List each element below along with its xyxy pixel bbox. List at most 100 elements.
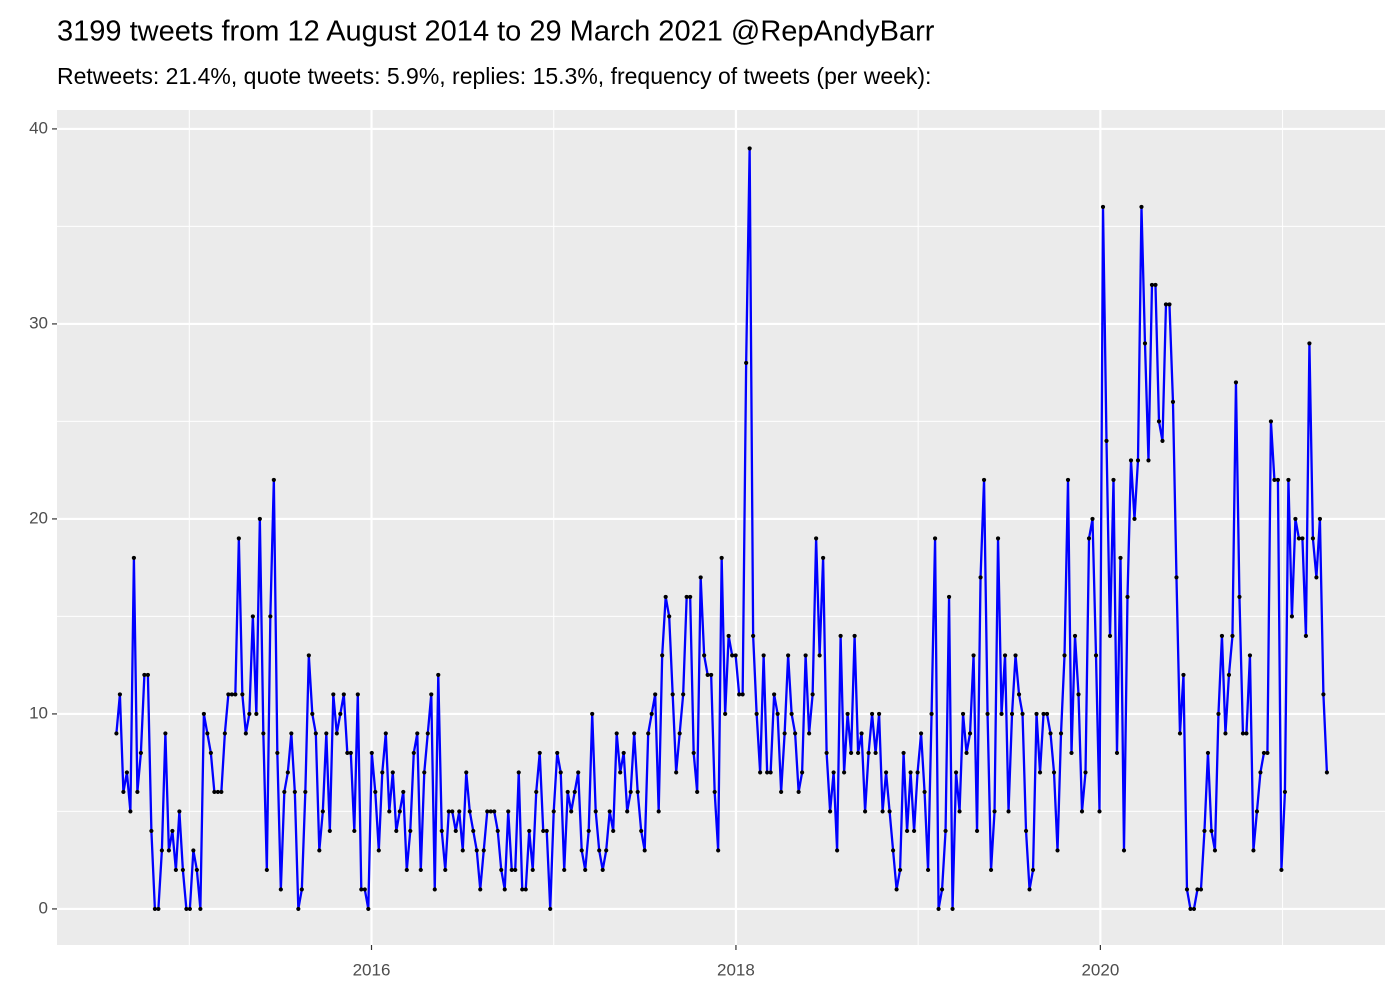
data-point bbox=[698, 575, 703, 580]
data-point bbox=[163, 731, 168, 736]
data-point bbox=[586, 828, 591, 834]
data-point bbox=[740, 692, 745, 697]
data-point bbox=[1321, 692, 1326, 697]
data-point bbox=[502, 887, 507, 892]
data-point bbox=[355, 692, 360, 697]
data-point bbox=[1013, 653, 1018, 658]
data-point bbox=[831, 770, 836, 775]
data-point bbox=[219, 789, 224, 795]
data-point bbox=[492, 809, 497, 814]
data-point bbox=[946, 594, 952, 600]
data-point bbox=[751, 633, 756, 639]
data-point bbox=[852, 633, 857, 639]
data-point bbox=[936, 906, 941, 912]
data-point bbox=[156, 906, 161, 912]
data-point bbox=[695, 789, 700, 795]
data-point bbox=[135, 789, 140, 795]
data-point bbox=[1069, 750, 1074, 756]
data-point bbox=[876, 711, 882, 717]
data-point bbox=[537, 750, 542, 756]
data-point bbox=[1251, 848, 1256, 853]
data-point bbox=[1226, 672, 1232, 678]
data-point bbox=[457, 809, 462, 814]
data-point bbox=[925, 867, 931, 873]
data-point bbox=[600, 867, 605, 873]
data-point bbox=[555, 750, 560, 756]
data-point bbox=[828, 809, 833, 814]
data-point bbox=[992, 809, 997, 814]
data-point bbox=[1016, 692, 1022, 697]
data-point bbox=[208, 750, 213, 756]
data-point bbox=[772, 692, 777, 697]
data-point bbox=[1268, 419, 1274, 424]
data-point bbox=[1279, 867, 1284, 873]
data-point bbox=[1205, 750, 1211, 756]
data-point bbox=[222, 731, 227, 736]
data-point bbox=[439, 828, 444, 834]
data-point bbox=[1275, 477, 1281, 483]
data-point bbox=[1128, 458, 1134, 463]
data-point bbox=[953, 770, 959, 775]
data-point bbox=[1044, 711, 1050, 717]
data-point bbox=[338, 711, 343, 717]
data-point bbox=[569, 809, 574, 814]
data-point bbox=[782, 731, 787, 736]
data-point bbox=[1167, 302, 1172, 307]
data-point bbox=[866, 750, 871, 756]
data-point bbox=[1118, 555, 1123, 561]
data-point bbox=[625, 809, 630, 814]
data-point bbox=[821, 555, 826, 561]
data-point bbox=[803, 653, 808, 658]
data-point bbox=[240, 692, 245, 697]
data-point bbox=[737, 692, 742, 697]
data-point bbox=[960, 711, 966, 717]
data-point bbox=[869, 711, 875, 717]
data-point bbox=[404, 867, 409, 873]
data-point bbox=[656, 809, 661, 814]
data-point bbox=[509, 867, 514, 873]
data-point bbox=[981, 477, 987, 483]
data-point bbox=[429, 692, 434, 697]
data-point bbox=[1289, 614, 1295, 619]
data-point bbox=[170, 828, 175, 834]
data-point bbox=[775, 711, 780, 717]
data-point bbox=[1055, 848, 1060, 853]
data-point bbox=[1272, 477, 1277, 483]
data-point bbox=[1261, 750, 1267, 756]
data-point bbox=[1076, 692, 1081, 697]
data-point bbox=[1146, 458, 1151, 463]
data-point bbox=[628, 789, 633, 795]
data-point bbox=[1002, 653, 1008, 658]
data-point bbox=[1324, 770, 1330, 775]
data-point bbox=[1006, 809, 1011, 814]
data-point bbox=[303, 789, 308, 795]
data-point bbox=[229, 692, 234, 697]
data-point bbox=[481, 848, 486, 853]
data-point bbox=[313, 731, 318, 736]
data-point bbox=[530, 867, 535, 873]
data-point bbox=[278, 887, 283, 892]
data-point bbox=[1160, 438, 1165, 444]
data-point bbox=[887, 809, 892, 814]
data-point bbox=[590, 711, 595, 717]
data-point bbox=[1037, 770, 1043, 775]
data-point bbox=[1034, 711, 1039, 717]
data-point bbox=[558, 770, 563, 775]
data-point bbox=[873, 750, 878, 756]
data-point bbox=[320, 809, 325, 814]
data-point bbox=[380, 770, 385, 775]
data-point bbox=[453, 828, 458, 834]
data-point bbox=[226, 692, 231, 697]
data-point bbox=[1072, 633, 1078, 639]
data-point bbox=[296, 906, 301, 912]
data-point bbox=[450, 809, 455, 814]
data-point bbox=[593, 809, 598, 814]
data-point bbox=[621, 750, 626, 756]
data-point bbox=[1310, 536, 1316, 541]
data-point bbox=[1237, 594, 1242, 600]
data-point bbox=[1191, 906, 1197, 912]
data-point bbox=[810, 692, 815, 697]
data-point bbox=[849, 750, 854, 756]
data-point bbox=[159, 848, 164, 853]
data-point bbox=[618, 770, 623, 775]
